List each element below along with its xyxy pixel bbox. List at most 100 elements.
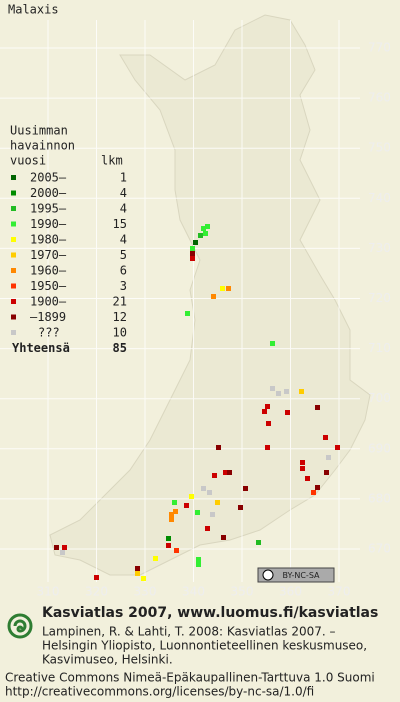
- point: [299, 389, 304, 394]
- point: [153, 556, 158, 561]
- point: [54, 545, 59, 550]
- logo: [7, 613, 33, 639]
- point: [190, 256, 195, 261]
- point: [169, 512, 174, 517]
- legend-count: 6: [120, 264, 127, 278]
- point: [311, 490, 316, 495]
- legend-label: 2000–: [30, 186, 67, 200]
- legend-swatch: [11, 283, 16, 289]
- point: [189, 494, 194, 499]
- point: [211, 294, 216, 299]
- point: [238, 505, 243, 510]
- cc-icon: [262, 569, 274, 581]
- legend-label: 1950–: [30, 279, 67, 293]
- point: [201, 226, 206, 231]
- legend-swatch: [11, 314, 16, 320]
- point: [205, 224, 210, 229]
- point: [335, 445, 340, 450]
- legend-label: ???: [38, 326, 60, 340]
- occurrence-points: [54, 224, 340, 581]
- point: [256, 540, 261, 545]
- legend-swatch: [11, 237, 16, 242]
- point: [166, 536, 171, 541]
- point: [305, 476, 310, 481]
- point: [276, 391, 281, 396]
- point: [265, 404, 270, 409]
- point: [266, 421, 271, 426]
- east-label: 310: [37, 585, 60, 599]
- north-label: 700: [368, 391, 391, 405]
- east-label: 350: [231, 585, 254, 599]
- point: [216, 445, 221, 450]
- point: [220, 286, 225, 291]
- point: [135, 566, 140, 571]
- legend-header: Uusimman: [10, 124, 68, 138]
- north-label: 730: [368, 241, 391, 255]
- north-label: 760: [368, 91, 391, 105]
- grid-lines: [0, 20, 360, 582]
- footer-heading: Kasviatlas 2007, www.luomus.fi/kasviatla…: [42, 605, 378, 621]
- badge-frame: [257, 567, 335, 583]
- cc-badge: BY-NC-SA: [257, 567, 335, 583]
- legend-count: 21: [113, 295, 127, 309]
- east-label: 320: [85, 585, 108, 599]
- point: [135, 571, 140, 576]
- point: [243, 486, 248, 491]
- legend-total-label: Yhteensä: [12, 341, 70, 355]
- license-line: http://creativecommons.org/licenses/by-n…: [5, 685, 314, 699]
- point: [141, 576, 146, 581]
- legend-label: 1990–: [30, 217, 67, 231]
- legend-label: –1899: [30, 310, 66, 324]
- point: [207, 490, 212, 495]
- east-label: 360: [279, 585, 302, 599]
- legend-swatch: [11, 190, 16, 196]
- point: [172, 500, 177, 505]
- point: [221, 535, 226, 540]
- citation-line: Kasvimuseo, Helsinki.: [42, 653, 173, 667]
- point: [174, 548, 179, 553]
- logo-swirl: [13, 619, 27, 633]
- point: [270, 386, 275, 391]
- point: [315, 485, 320, 490]
- legend-count: 4: [120, 202, 127, 216]
- point: [198, 233, 203, 238]
- legend-count: 12: [113, 310, 127, 324]
- legend-label: 1995–: [30, 202, 67, 216]
- point: [169, 517, 174, 522]
- point: [262, 409, 267, 414]
- east-label: 340: [182, 585, 205, 599]
- point: [223, 470, 228, 475]
- north-label: 740: [368, 191, 391, 205]
- point: [193, 240, 198, 245]
- north-label: 680: [368, 491, 391, 505]
- point: [195, 510, 200, 515]
- legend-count: 3: [120, 279, 127, 293]
- legend-label: 1900–: [30, 295, 67, 309]
- legend-swatch: [11, 299, 16, 304]
- legend-swatch: [11, 221, 16, 227]
- east-label: 370: [328, 585, 351, 599]
- legend-count: 4: [120, 233, 127, 247]
- legend-swatch: [11, 175, 16, 180]
- point: [227, 470, 232, 475]
- legend-swatch: [11, 268, 16, 273]
- point: [285, 410, 290, 415]
- point: [196, 562, 201, 567]
- legend-swatch: [11, 206, 16, 211]
- point: [323, 435, 328, 440]
- legend-count: 10: [113, 326, 127, 340]
- legend-swatch: [11, 252, 16, 258]
- point: [203, 231, 208, 236]
- north-label: 720: [368, 291, 391, 305]
- title: Malaxis: [8, 3, 59, 17]
- legend-swatch: [11, 330, 16, 335]
- point: [215, 500, 220, 505]
- point: [210, 512, 215, 517]
- point: [270, 341, 275, 346]
- legend-count: 1: [120, 171, 127, 185]
- point: [265, 445, 270, 450]
- point: [226, 286, 231, 291]
